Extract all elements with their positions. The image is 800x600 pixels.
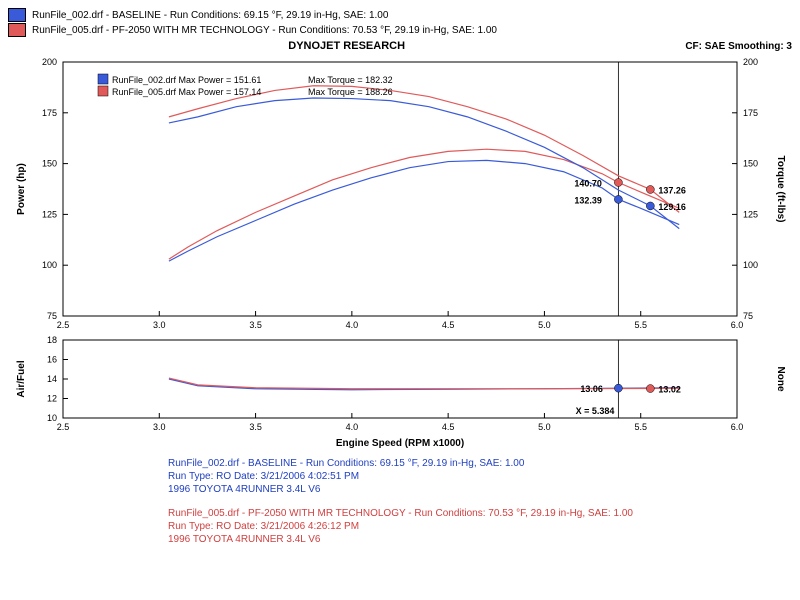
svg-text:2.5: 2.5: [57, 422, 70, 432]
svg-text:140.70: 140.70: [574, 178, 602, 188]
svg-text:5.0: 5.0: [538, 320, 551, 330]
svg-text:175: 175: [42, 108, 57, 118]
svg-text:100: 100: [42, 260, 57, 270]
svg-text:Power (hp): Power (hp): [16, 163, 27, 215]
svg-text:4.5: 4.5: [442, 422, 455, 432]
svg-text:3.5: 3.5: [249, 422, 262, 432]
footer-r2-l1: RunFile_005.drf - PF-2050 WITH MR TECHNO…: [168, 507, 792, 520]
footer-r2-l3: 1996 TOYOTA 4RUNNER 3.4L V6: [168, 533, 792, 546]
svg-text:75: 75: [743, 311, 753, 321]
svg-text:4.0: 4.0: [346, 320, 359, 330]
svg-text:None: None: [775, 367, 786, 392]
footer-run2: RunFile_005.drf - PF-2050 WITH MR TECHNO…: [168, 507, 792, 546]
svg-text:200: 200: [42, 57, 57, 67]
svg-text:6.0: 6.0: [731, 422, 744, 432]
swatch-run2: [8, 23, 26, 37]
af-chart: 10 12 14 16 18 2.5 3.0 3.5 4.0 4.5 5.0 5.5 6.0 Air/Fu…: [8, 336, 792, 436]
svg-text:100: 100: [743, 260, 758, 270]
x-axis-label: Engine Speed (RPM x1000): [8, 438, 792, 449]
svg-text:150: 150: [42, 159, 57, 169]
svg-text:6.0: 6.0: [731, 320, 744, 330]
svg-text:5.5: 5.5: [634, 422, 647, 432]
svg-text:Max Torque = 182.32: Max Torque = 182.32: [308, 75, 393, 85]
svg-text:18: 18: [47, 336, 57, 345]
svg-text:3.5: 3.5: [249, 320, 262, 330]
main-chart-svg: 75 75 100 100 125 125 150 150 175 175 200 200 2.5 3.0…: [8, 54, 792, 334]
svg-text:5.5: 5.5: [634, 320, 647, 330]
footer-r1-l2: Run Type: RO Date: 3/21/2006 4:02:51 PM: [168, 470, 792, 483]
legend-text-2: RunFile_005.drf - PF-2050 WITH MR TECHNO…: [32, 25, 497, 36]
af-chart-svg: 10 12 14 16 18 2.5 3.0 3.5 4.0 4.5 5.0 5.5 6.0 Air/Fu…: [8, 336, 792, 436]
svg-text:3.0: 3.0: [153, 320, 166, 330]
svg-text:129.16: 129.16: [658, 202, 686, 212]
header-right: CF: SAE Smoothing: 3: [685, 41, 792, 52]
top-legend: RunFile_002.drf - BASELINE - Run Conditi…: [8, 8, 792, 37]
svg-text:75: 75: [47, 311, 57, 321]
svg-text:X = 5.384: X = 5.384: [576, 406, 615, 416]
svg-text:Torque (ft-lbs): Torque (ft-lbs): [775, 155, 786, 222]
footer-r1-l3: 1996 TOYOTA 4RUNNER 3.4L V6: [168, 483, 792, 496]
footer-r2-l2: Run Type: RO Date: 3/21/2006 4:26:12 PM: [168, 520, 792, 533]
svg-text:3.0: 3.0: [153, 422, 166, 432]
svg-text:RunFile_005.drf Max Power = 15: RunFile_005.drf Max Power = 157.14: [112, 87, 261, 97]
svg-text:Max Torque = 188.26: Max Torque = 188.26: [308, 87, 393, 97]
swatch-run1: [8, 8, 26, 22]
svg-text:125: 125: [42, 209, 57, 219]
footer-r1-l1: RunFile_002.drf - BASELINE - Run Conditi…: [168, 457, 792, 470]
svg-text:16: 16: [47, 355, 57, 365]
svg-text:5.0: 5.0: [538, 422, 551, 432]
svg-text:150: 150: [743, 159, 758, 169]
svg-text:13.06: 13.06: [580, 384, 603, 394]
svg-text:132.39: 132.39: [574, 195, 602, 205]
svg-text:4.5: 4.5: [442, 320, 455, 330]
svg-text:137.26: 137.26: [658, 185, 686, 195]
legend-row-2: RunFile_005.drf - PF-2050 WITH MR TECHNO…: [8, 23, 792, 37]
svg-text:125: 125: [743, 209, 758, 219]
svg-text:4.0: 4.0: [346, 422, 359, 432]
svg-text:RunFile_002.drf Max Power = 15: RunFile_002.drf Max Power = 151.61: [112, 75, 261, 85]
dyno-chart: 75 75 100 100 125 125 150 150 175 175 200 200 2.5 3.0…: [8, 54, 792, 334]
legend-text-1: RunFile_002.drf - BASELINE - Run Conditi…: [32, 10, 388, 21]
svg-text:12: 12: [47, 394, 57, 404]
svg-text:Air/Fuel: Air/Fuel: [16, 360, 27, 397]
svg-text:10: 10: [47, 413, 57, 423]
svg-text:13.02: 13.02: [658, 385, 681, 395]
svg-text:200: 200: [743, 57, 758, 67]
chart-title: DYNOJET RESEARCH: [8, 40, 685, 52]
svg-text:175: 175: [743, 108, 758, 118]
svg-text:2.5: 2.5: [57, 320, 70, 330]
footer-run1: RunFile_002.drf - BASELINE - Run Conditi…: [168, 457, 792, 496]
legend-row-1: RunFile_002.drf - BASELINE - Run Conditi…: [8, 8, 792, 22]
svg-text:14: 14: [47, 374, 57, 384]
